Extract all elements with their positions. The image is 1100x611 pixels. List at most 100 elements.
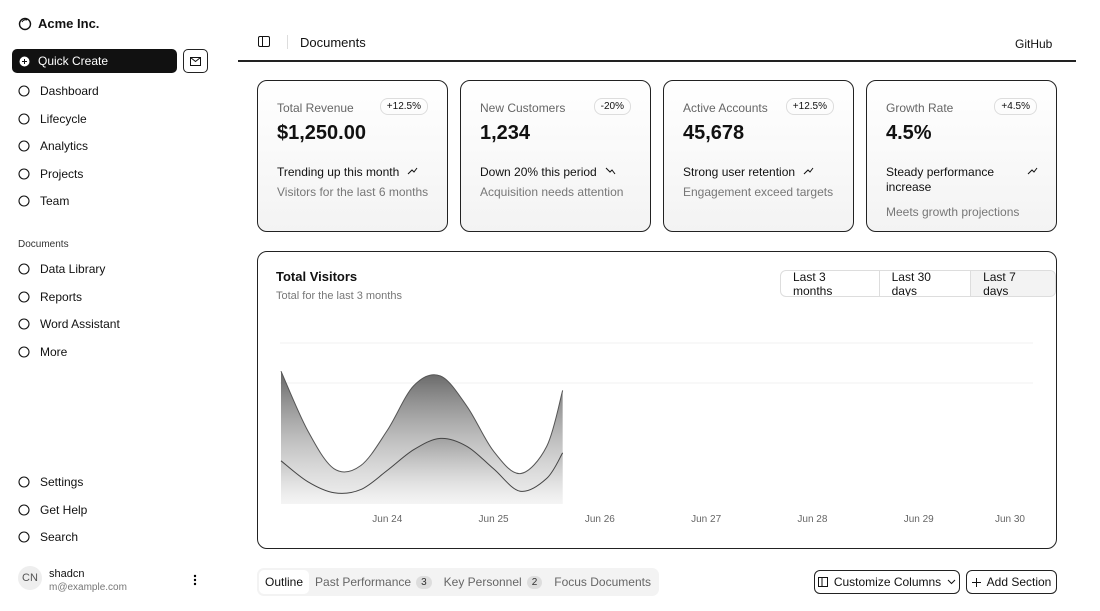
quick-create[interactable]: Quick Create bbox=[12, 49, 177, 73]
tab[interactable]: Past Performance 3 bbox=[309, 570, 438, 594]
card-note: Visitors for the last 6 months bbox=[277, 185, 429, 199]
nav-label: More bbox=[40, 344, 68, 359]
card-label: Growth Rate bbox=[886, 101, 954, 115]
card-badge: -20% bbox=[593, 98, 631, 115]
x-tick-label: Jun 26 bbox=[585, 514, 615, 525]
card-value: 4.5% bbox=[886, 122, 932, 144]
nav-label: Lifecycle bbox=[40, 111, 87, 126]
nav-item[interactable]: Word Assistant bbox=[18, 317, 120, 331]
trend-icon bbox=[605, 167, 616, 175]
trend-path bbox=[605, 167, 616, 175]
nav-item[interactable]: Projects bbox=[18, 167, 83, 181]
customize-columns[interactable]: Customize Columns bbox=[814, 570, 960, 594]
tab[interactable]: Outline bbox=[259, 570, 310, 594]
sidebar-toggle[interactable] bbox=[258, 36, 271, 48]
nav-label: Projects bbox=[40, 166, 84, 181]
tab-label: Outline bbox=[265, 575, 304, 589]
area bbox=[281, 438, 563, 504]
tab[interactable]: Key Personnel 2 bbox=[438, 570, 549, 594]
nav-label: Word Assistant bbox=[40, 317, 120, 331]
card-value: 1,234 bbox=[480, 122, 531, 144]
nav-label: Settings bbox=[40, 475, 84, 489]
tab-label: Focus Documents bbox=[554, 575, 651, 589]
nav-label: Data Library bbox=[40, 262, 106, 276]
card-label: New Customers bbox=[480, 101, 566, 115]
section-heading: Documents bbox=[18, 239, 69, 250]
card-label: Total Revenue bbox=[277, 101, 354, 115]
nav-item[interactable]: Data Library bbox=[18, 262, 105, 276]
card-trend: Strong user retention bbox=[683, 165, 796, 179]
chart-title: Total Visitors bbox=[276, 269, 358, 284]
line bbox=[280, 437, 564, 494]
avatar: CN bbox=[18, 566, 42, 590]
range-button[interactable]: Last 7 days bbox=[970, 271, 1055, 296]
nav-label: Search bbox=[40, 530, 79, 544]
card-label: Active Accounts bbox=[683, 101, 768, 115]
chart: Jun 24 Jun 25 Jun 26 Jun 27 Jun 28 Jun 29 Jun … bbox=[280, 342, 1033, 525]
nav-item[interactable]: Dashboard bbox=[18, 84, 99, 98]
button-label: Add Section bbox=[986, 575, 1052, 589]
nav-label: Reports bbox=[40, 289, 83, 304]
github-link[interactable]: GitHub bbox=[1015, 37, 1053, 51]
card-value: $1,250.00 bbox=[277, 122, 366, 144]
nav-label: Dashboard bbox=[40, 84, 99, 98]
range-button[interactable]: Last 3 months bbox=[793, 270, 833, 297]
nav-label: Get Help bbox=[40, 502, 88, 517]
tab[interactable]: Focus Documents bbox=[548, 570, 657, 594]
user-name: shadcn bbox=[49, 568, 85, 580]
tab-count: 3 bbox=[416, 575, 432, 589]
chart-panel: Total Visitors Total for the last 3 mont… bbox=[257, 251, 1057, 549]
tab-list: Outline Past Performance 3 Key Personnel 2 Fo… bbox=[257, 568, 659, 596]
nav-item[interactable]: Lifecycle bbox=[18, 112, 87, 126]
line bbox=[280, 370, 564, 475]
nav-item[interactable]: Reports bbox=[18, 290, 82, 304]
range-toggle: Last 3 months Last 30 days Last 7 days bbox=[780, 270, 1056, 297]
nav-label: Team bbox=[40, 194, 70, 208]
user-menu[interactable] bbox=[193, 574, 197, 586]
brand-name: Acme Inc. bbox=[38, 16, 100, 31]
tab-label: Past Performance bbox=[315, 575, 412, 589]
trend-path bbox=[803, 167, 814, 175]
nav-item[interactable]: Search bbox=[18, 530, 78, 544]
add-section[interactable]: Add Section bbox=[966, 570, 1057, 594]
user-email: m@example.com bbox=[49, 582, 127, 593]
tab-label: Key Personnel bbox=[443, 575, 522, 589]
nav-item[interactable]: Team bbox=[18, 194, 69, 208]
card-note: Acquisition needs attention bbox=[480, 185, 624, 199]
nav-item[interactable]: More bbox=[18, 345, 67, 359]
range-button[interactable]: Last 30 days bbox=[878, 271, 970, 296]
stat-card: Total Revenue +12.5% $1,250.00 Trending up … bbox=[257, 80, 448, 232]
trend-path bbox=[1027, 167, 1038, 175]
card-trend: Down 20% this period bbox=[480, 165, 597, 179]
nav-item[interactable]: Analytics bbox=[18, 139, 88, 153]
divider bbox=[287, 35, 288, 49]
button-label: Customize Columns bbox=[833, 575, 942, 589]
x-tick-label: Jun 30 bbox=[995, 514, 1025, 525]
stat-card: Active Accounts +12.5% 45,678 Strong user r… bbox=[663, 80, 854, 232]
chart-subtitle: Total for the last 3 months bbox=[276, 290, 402, 302]
card-trend: Steady performance increase bbox=[886, 165, 995, 194]
card-badge: +12.5% bbox=[785, 98, 834, 115]
trend-path bbox=[407, 167, 418, 175]
quick-create-label: Quick Create bbox=[38, 54, 109, 68]
stat-card: Growth Rate +4.5% 4.5% Steady performance i… bbox=[866, 80, 1057, 232]
card-badge: +4.5% bbox=[994, 98, 1037, 115]
trend-icon bbox=[803, 167, 814, 175]
nav-item[interactable]: Get Help bbox=[18, 503, 87, 517]
x-tick-label: Jun 27 bbox=[691, 514, 721, 525]
x-tick-label: Jun 25 bbox=[479, 514, 509, 525]
nav-label: Analytics bbox=[40, 139, 89, 153]
nav-item[interactable]: Settings bbox=[18, 475, 83, 489]
x-tick-label: Jun 28 bbox=[797, 514, 827, 525]
card-note: Engagement exceed targets bbox=[683, 185, 834, 199]
card-trend: Trending up this month bbox=[277, 165, 400, 179]
card-value: 45,678 bbox=[683, 122, 745, 144]
brand[interactable]: Acme Inc. bbox=[18, 16, 99, 31]
tab-count: 2 bbox=[526, 575, 543, 589]
header-title: Documents bbox=[300, 35, 366, 50]
header-border bbox=[238, 60, 1076, 62]
stat-card: New Customers -20% 1,234 Down 20% this peri… bbox=[460, 80, 651, 232]
x-tick-label: Jun 24 bbox=[372, 514, 402, 525]
inbox-button[interactable] bbox=[183, 49, 208, 73]
